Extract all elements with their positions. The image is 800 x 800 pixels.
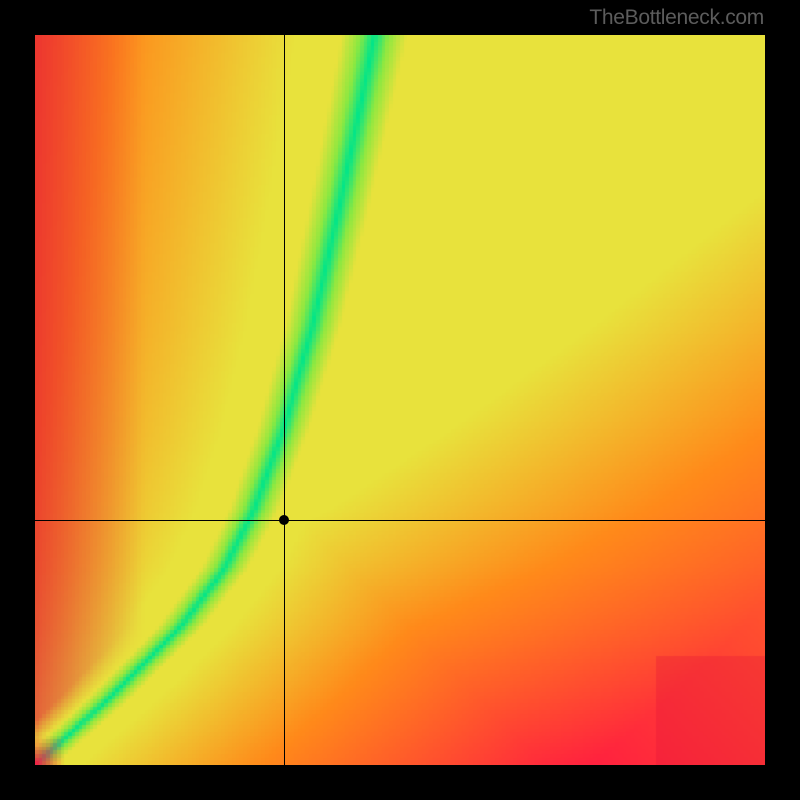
crosshair-horizontal [35,520,765,521]
heatmap-canvas [35,35,765,765]
plot-area [35,35,765,765]
crosshair-vertical [284,35,285,765]
data-point-marker [279,515,289,525]
watermark-text: TheBottleneck.com [589,6,764,30]
